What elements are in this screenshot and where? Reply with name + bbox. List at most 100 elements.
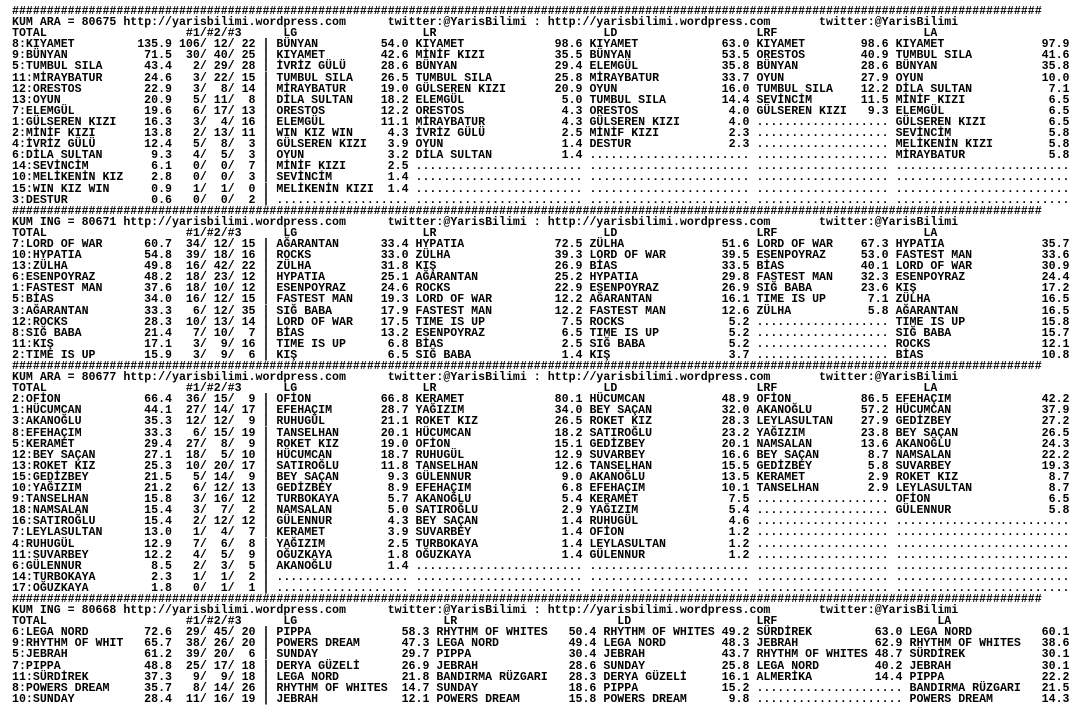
ld-team-name: DERYA GÜZELİ: [603, 670, 687, 684]
table-row: 4:RUHUGÜL 12.9 7/6/8 | YAĞIZIM 2.5 TURBOKAYA 1.…: [12, 538, 1077, 550]
la-score: 7.1: [1048, 82, 1070, 96]
ld-score: 16.0: [721, 82, 750, 96]
la-team-name: RHYTHM OF WHITES: [909, 637, 1021, 651]
lr-score: 80.1: [554, 393, 583, 407]
slash: /: [227, 138, 235, 152]
separator-line: ########################################…: [12, 205, 1077, 217]
lr-score: 5.0: [561, 93, 583, 107]
lg-score: 6.5: [387, 348, 409, 362]
slash: /: [227, 271, 235, 285]
lr-score: 39.3: [554, 249, 583, 263]
first-count: 16: [185, 293, 200, 307]
la-score: 5.8: [1048, 127, 1070, 141]
column-header-row: TOTAL #1/#2/#3 LG LR LD LRF LA: [12, 383, 1077, 395]
team-name: 13:ROKET KIZ: [12, 459, 96, 473]
ld-team-name: KIYAMET: [589, 38, 639, 52]
slash: /: [227, 648, 235, 662]
lg-team-name: OĞUZKAYA: [276, 548, 333, 562]
lrf-team-name: RHYTHM OF WHITES: [756, 648, 868, 662]
la-team-name: MİRAYBATUR: [895, 149, 966, 163]
slash: /: [227, 437, 235, 451]
lr-score: 9.0: [561, 470, 583, 484]
lg-score: 47.3: [401, 637, 430, 651]
la-team-name: POWERS DREAM: [909, 692, 994, 706]
lr-score: 18.6: [568, 681, 597, 695]
lg-team-name: AKANOĞLU: [276, 559, 333, 573]
ld-team-name: TIME IS UP: [589, 326, 660, 340]
table-row: 5:JEBRAH 61.2 39/20/6 | SUNDAY 29.7 PIPPA 30.4 J…: [12, 648, 1077, 662]
slash: /: [199, 38, 207, 52]
third-count: 7: [248, 160, 256, 174]
la-score: 8.7: [1048, 482, 1070, 496]
lr-score: 15.8: [568, 692, 597, 706]
lr-team-name: MİNİF KIZI: [415, 49, 486, 63]
total-score: 8.5: [151, 559, 172, 573]
lg-team-name: ZÜLHA: [276, 260, 312, 274]
slash: /: [199, 93, 207, 107]
la-team-name: GÜLSEREN KIZI: [895, 115, 987, 129]
lg-score: 24.6: [380, 282, 409, 296]
table-row: 2:OFİON 66.4 36/15/9 | OFİON 66.8 KERAMET 80.1 H…: [12, 393, 1077, 407]
lrf-team-name: SIĞ BABA: [756, 282, 813, 296]
second-count: 17: [213, 104, 228, 118]
ld-score: 4.0: [728, 115, 750, 129]
column-header-lr: LR: [422, 27, 437, 41]
lr-team-name: JEBRAH: [436, 659, 479, 673]
slash: /: [199, 71, 207, 85]
total-score: 15.8: [144, 493, 172, 507]
ld-score: 10.1: [721, 482, 750, 496]
table-row: 17:OĞUZKAYA 1.8 0/1/1 |....................…: [12, 581, 1077, 595]
empty-placeholder: ...................: [276, 570, 409, 584]
second-count: 15: [213, 393, 228, 407]
la-team-name: HÜCUMCAN: [895, 404, 952, 418]
la-team-name: LEGA NORD: [909, 626, 973, 640]
first-count: 0: [192, 160, 200, 174]
slash: /: [199, 171, 207, 185]
slash: /: [199, 426, 207, 440]
lrf-score: 11.5: [860, 93, 889, 107]
slash: /: [227, 293, 235, 307]
lr-team-name: RUHUGÜL: [415, 448, 465, 462]
empty-placeholder: .......................: [589, 182, 750, 196]
lg-team-name: RUHUGÜL: [276, 415, 326, 429]
total-score: 21.5: [144, 470, 172, 484]
lrf-score: 28.6: [860, 60, 889, 74]
lg-team-name: NAMSALAN: [276, 504, 333, 518]
third-count: 10: [241, 448, 256, 462]
team-name: 6:ESENPOYRAZ: [12, 271, 96, 285]
empty-placeholder: ........................: [415, 581, 583, 595]
ld-score: 48.9: [721, 393, 750, 407]
empty-placeholder: ...................: [756, 149, 889, 163]
lg-score: 1.4: [387, 559, 409, 573]
la-score: 24.3: [1041, 437, 1070, 451]
ld-team-name: SUVARBEY: [589, 448, 646, 462]
ld-score: 16.6: [721, 448, 750, 462]
column-header-ld: LD: [603, 226, 618, 240]
second-count: 12: [213, 515, 228, 529]
lr-score: 72.5: [554, 237, 583, 251]
first-count: 2: [192, 515, 200, 529]
lrf-score: 40.2: [874, 659, 903, 673]
lg-score: 29.7: [401, 648, 430, 662]
la-team-name: LORD OF WAR: [895, 260, 973, 274]
slash: /: [199, 470, 207, 484]
la-score: 6.5: [1048, 115, 1070, 129]
lr-team-name: HYPATIA: [415, 237, 465, 251]
divider: |: [262, 426, 270, 440]
slash: /: [227, 581, 235, 595]
la-score: 41.6: [1041, 49, 1070, 63]
total-score: 35.3: [144, 415, 172, 429]
lg-score: 54.0: [380, 38, 409, 52]
first-count: 10: [185, 459, 200, 473]
empty-placeholder: .........................: [895, 515, 1070, 529]
empty-placeholder: ...................: [756, 493, 889, 507]
first-count: 6: [192, 104, 200, 118]
la-team-name: TIME IS UP: [895, 315, 966, 329]
team-name: 11:MİRAYBATUR: [12, 71, 103, 85]
table-row: 7:PIPPA 48.8 25/17/18 | DERYA GÜZELİ 26.9 JEBR…: [12, 659, 1077, 673]
la-score: 14.3: [1041, 692, 1070, 706]
third-count: 16: [241, 115, 256, 129]
lr-score: 2.5: [561, 337, 583, 351]
total-score: 17.1: [144, 337, 172, 351]
column-header-lrf: LRF: [756, 226, 778, 240]
